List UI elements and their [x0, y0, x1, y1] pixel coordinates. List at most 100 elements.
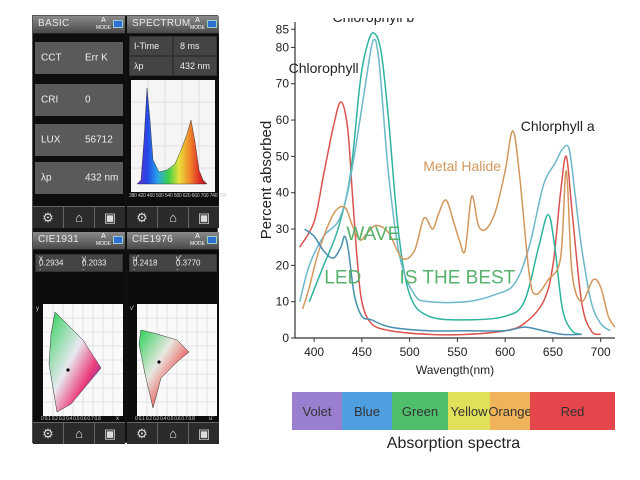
cie1931-point — [66, 368, 70, 372]
mode-sub: MODE — [96, 25, 111, 31]
annotation-text: LED — [324, 268, 361, 289]
battery-icon — [113, 20, 123, 28]
battery-icon — [207, 236, 217, 244]
mode-letter: A — [195, 17, 200, 24]
itime-label-cell: I-Time — [129, 36, 173, 56]
cie1976-toolbar: ⚙ ⌂ ▣ — [127, 422, 219, 444]
y-value: 0.2033 — [82, 258, 107, 268]
y-tick-label: 0 — [282, 331, 289, 345]
annotation-text: IS THE BEST — [399, 268, 515, 289]
x-tick-label: 450 — [352, 345, 372, 359]
spectrum-tick: 500 — [155, 193, 164, 199]
spectrum-tick: 740 — [209, 193, 218, 199]
spectrum-tick: 700 — [200, 193, 209, 199]
spectrum-title: SPECTRUM — [132, 18, 191, 29]
cie1976-gamut — [138, 329, 190, 409]
cie1931-plot — [43, 304, 123, 416]
v-label: v' : — [176, 254, 182, 272]
cie1976-ticks: 0 0.1 0.2 0.3 0.4 0.5 0.6 0.7 0.8 — [135, 416, 195, 422]
basic-toolbar: ⚙ ⌂ ▣ — [33, 206, 125, 228]
series-metal-halide-line — [301, 130, 616, 328]
curve-label: Metal Halide — [423, 158, 501, 174]
u-label: u' : — [133, 254, 139, 272]
color-band-blue: Blue — [342, 392, 392, 430]
cie1931-y-axis-label: y — [36, 306, 39, 312]
spectrum-plot-svg — [131, 80, 215, 185]
color-band-red: Red — [530, 392, 615, 430]
y-tick-label: 20 — [276, 258, 290, 272]
y-tick-label: 40 — [276, 186, 290, 200]
mode-letter: A — [195, 233, 200, 240]
curve-label: Chlorophyll — [289, 60, 359, 76]
spectrum-curve — [136, 87, 208, 185]
gear-icon[interactable]: ⚙ — [127, 423, 158, 444]
save-icon[interactable]: ▣ — [103, 425, 117, 441]
x-value: 0.2934 — [39, 258, 64, 268]
color-band-green: Green — [392, 392, 448, 430]
peak-value-cell: 432 nm — [173, 56, 217, 76]
color-band-yellow: Yellow — [448, 392, 490, 430]
cie1976-point — [157, 360, 161, 364]
mode-sub: MODE — [190, 25, 205, 31]
save-icon[interactable]: ▣ — [103, 209, 117, 225]
cie1976-grid — [137, 304, 217, 416]
itime-value-cell: 8 ms — [173, 36, 217, 56]
cri-label: CRI — [41, 94, 59, 106]
mode-indicator[interactable]: A MODE — [190, 233, 205, 248]
series-chlorophyll-line — [299, 101, 601, 336]
spectrum-toolbar: ⚙ ⌂ ▣ — [127, 206, 219, 228]
cie1931-plot-svg — [43, 304, 123, 416]
lux-value: 56712 — [85, 134, 113, 146]
home-icon[interactable]: ⌂ — [158, 207, 189, 228]
peak-label: λp — [134, 61, 144, 71]
spectrum-tick: 780 — [218, 193, 227, 199]
spectrum-plot — [131, 80, 215, 192]
color-band-orange: Orange — [488, 392, 532, 430]
color-band-volet: Volet — [292, 392, 342, 430]
gear-icon[interactable]: ⚙ — [33, 423, 64, 444]
cie1931-title-bar: CIE1931 A MODE — [33, 232, 125, 250]
spectrum-tick: 420 — [137, 193, 146, 199]
home-icon[interactable]: ⌂ — [158, 423, 189, 444]
save-icon[interactable]: ▣ — [197, 209, 211, 225]
spectrum-ticks: 380 420 460 500 540 580 620 660 700 740 … — [129, 193, 226, 199]
basic-row-cct: CCT Err K — [35, 42, 123, 74]
spectrum-title-bar: SPECTRUM A MODE — [127, 16, 219, 34]
mode-indicator[interactable]: A MODE — [190, 17, 205, 32]
cie1976-y-axis-label: v' — [130, 306, 135, 312]
itime-label: I-Time — [134, 41, 160, 51]
save-icon[interactable]: ▣ — [197, 425, 211, 441]
cct-value: Err K — [85, 52, 108, 64]
y-tick-label: 70 — [276, 77, 290, 91]
spectrum-tick: 620 — [182, 193, 191, 199]
y-axis-label: Percent absorbed — [258, 121, 275, 239]
v-value: 0.3770 — [176, 258, 201, 268]
battery-icon — [207, 20, 217, 28]
x-axis-label: Wavength(nm) — [416, 363, 494, 377]
cct-label: CCT — [41, 52, 62, 64]
mode-indicator[interactable]: A MODE — [96, 17, 111, 32]
mode-letter: A — [101, 17, 106, 24]
cie1931-readout: x : 0.2934 y : 0.2033 — [35, 254, 123, 272]
basic-title: BASIC — [38, 18, 70, 29]
lux-label: LUX — [41, 134, 61, 146]
gear-icon[interactable]: ⚙ — [127, 207, 158, 228]
x-tick-label: 650 — [543, 345, 563, 359]
mode-indicator[interactable]: A MODE — [96, 233, 111, 248]
cie1931-x-axis-label: x — [116, 416, 119, 422]
home-icon[interactable]: ⌂ — [64, 423, 95, 444]
x-tick-label: 400 — [304, 345, 324, 359]
basic-row-peak: λp 432 nm — [35, 162, 123, 194]
mode-letter: A — [101, 233, 106, 240]
cie1931-panel: CIE1931 A MODE x : 0.2934 y : 0.2033 — [33, 232, 125, 444]
chart-caption: Absorption spectra — [386, 435, 521, 452]
itime-value: 8 ms — [180, 41, 200, 51]
home-icon[interactable]: ⌂ — [64, 207, 95, 228]
spectrum-tick: 540 — [164, 193, 173, 199]
x-tick-label: 700 — [591, 345, 611, 359]
series-chlorophyll-a-line — [299, 38, 611, 332]
gear-icon[interactable]: ⚙ — [33, 207, 64, 228]
y-label: y : — [82, 254, 86, 272]
cie1976-plot — [137, 304, 217, 416]
